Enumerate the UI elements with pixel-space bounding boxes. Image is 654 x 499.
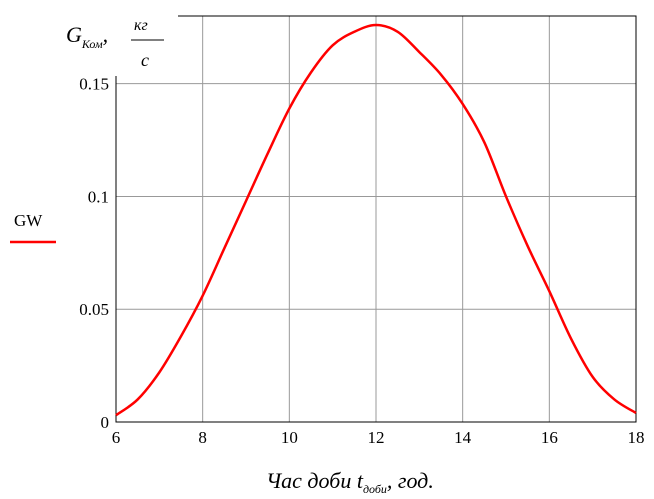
- y-axis-unit-numerator: кг: [134, 17, 148, 34]
- x-tick-label: 18: [628, 428, 645, 447]
- y-axis-unit-denominator: с: [141, 50, 149, 70]
- plot-frame: [115, 15, 637, 423]
- grid: [116, 16, 636, 422]
- x-tick-label: 12: [368, 428, 385, 447]
- x-tick-label: 14: [454, 428, 472, 447]
- y-axis-title-separator: ,: [103, 22, 109, 47]
- x-axis-title: Час доби tдоби, год.: [266, 468, 434, 496]
- y-axis-title-subscript: Ком: [81, 37, 103, 51]
- x-tick-label: 16: [541, 428, 558, 447]
- x-tick-label: 6: [112, 428, 121, 447]
- y-axis-title: GКом, кг с: [58, 4, 178, 76]
- x-tick-label: 8: [198, 428, 207, 447]
- y-axis-title-main-letter: G: [66, 22, 82, 47]
- series-line-gw: [115, 23, 637, 417]
- legend: GW: [10, 211, 56, 244]
- x-axis-title-main: Час доби t: [266, 468, 364, 493]
- y-tick-label: 0.15: [79, 75, 109, 94]
- x-axis-title-subscript: доби: [363, 482, 387, 496]
- y-tick-label: 0.05: [79, 300, 109, 319]
- x-axis-title-tail: , год.: [387, 468, 434, 493]
- x-tick-label: 10: [281, 428, 298, 447]
- y-tick-label: 0: [101, 413, 110, 432]
- legend-label-gw: GW: [14, 211, 43, 230]
- y-axis-title-main: GКом,: [66, 22, 108, 51]
- y-tick-label: 0.1: [88, 187, 109, 206]
- tick-labels: 6 8 10 12 14 16 18 0 0.05 0.1 0.15: [79, 75, 644, 447]
